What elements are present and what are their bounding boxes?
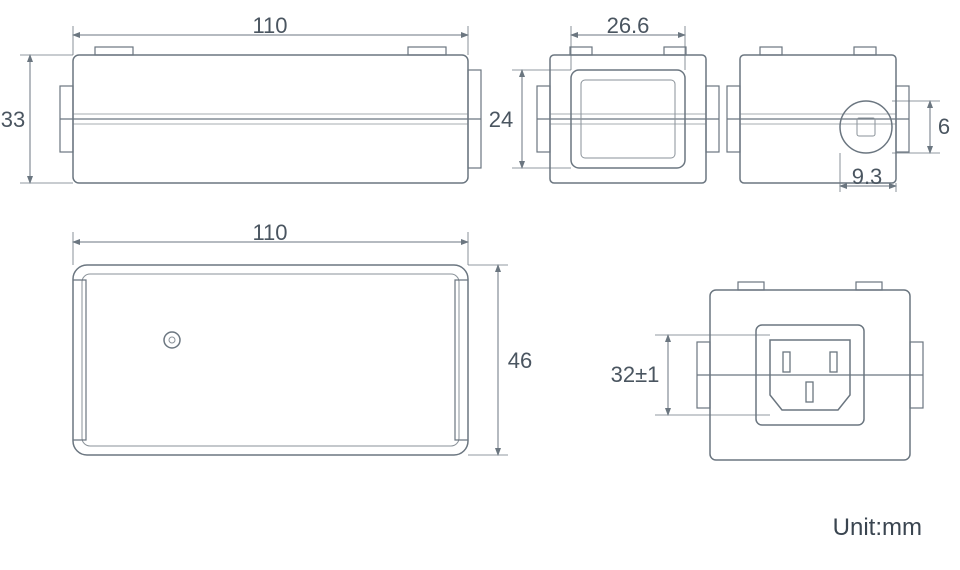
unit-label: Unit:mm xyxy=(833,514,922,542)
end-view-1 xyxy=(512,26,719,183)
side-view xyxy=(20,26,481,183)
dim-top-height: 46 xyxy=(503,348,537,374)
dim-side-width: 110 xyxy=(240,13,300,39)
dim-end1-width: 26.6 xyxy=(598,13,658,39)
iec-view xyxy=(655,282,923,460)
dim-iec-height: 32±1 xyxy=(605,362,665,388)
end-view-2 xyxy=(727,47,940,192)
dim-end2-dia: 6 xyxy=(934,114,954,140)
dim-top-width: 110 xyxy=(240,220,300,246)
dim-end1-height: 24 xyxy=(484,107,518,133)
dim-side-height: 33 xyxy=(0,107,28,133)
dim-end2-offset: 9.3 xyxy=(842,164,892,190)
top-view xyxy=(73,232,508,455)
